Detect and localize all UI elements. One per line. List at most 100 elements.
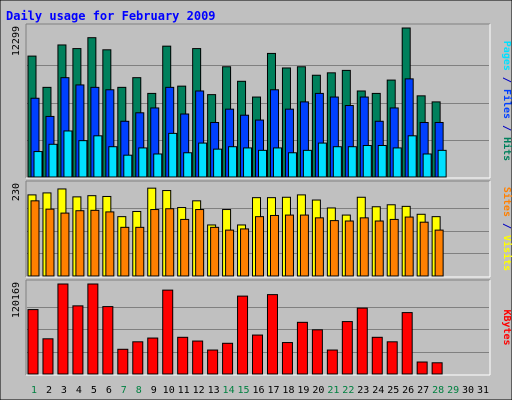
series-axis-label-part: / [501, 71, 512, 89]
bar-sites [135, 226, 145, 277]
panel-visits-sites: 230 Sites / Visits [11, 180, 512, 278]
bar-pages [243, 147, 253, 178]
bar-kbytes [431, 362, 443, 375]
series-axis-label: KBytes [501, 309, 512, 345]
x-tick-label: 1 [31, 385, 37, 396]
series-axis-label: Pages / Files / Hits [501, 41, 512, 161]
x-tick-label: 14 [223, 385, 235, 396]
bar-sites [344, 220, 354, 277]
bar-sites [374, 220, 384, 277]
x-tick-label: 27 [417, 385, 429, 396]
bar-sites [90, 209, 100, 277]
bar-kbytes [326, 349, 338, 375]
x-tick-label: 2 [46, 385, 52, 396]
bar-kbytes [42, 338, 54, 375]
bar-pages [138, 147, 148, 178]
bar-kbytes [147, 337, 159, 375]
series-axis-label-part: Sites [501, 187, 512, 217]
series-axis-label-part: / [501, 119, 512, 137]
bar-pages [108, 146, 118, 178]
bar-sites [314, 217, 324, 277]
bar-pages [362, 145, 372, 178]
bar-sites [45, 208, 55, 277]
x-tick-label: 16 [252, 385, 264, 396]
x-tick-label: 15 [238, 385, 250, 396]
series-axis-label-part: Visits [501, 235, 512, 271]
bar-sites [240, 228, 250, 277]
bar-kbytes [341, 321, 353, 375]
x-tick-label: 25 [387, 385, 399, 396]
bar-kbytes [266, 294, 278, 375]
bar-sites [255, 216, 265, 277]
bar-kbytes [296, 321, 308, 375]
bar-pages [302, 149, 312, 178]
x-tick-label: 17 [267, 385, 279, 396]
x-tick-label: 10 [163, 385, 175, 396]
bar-sites [60, 212, 70, 277]
bar-pages [347, 146, 357, 178]
bar-kbytes [252, 334, 264, 375]
bar-pages [78, 140, 88, 178]
bar-pages [437, 149, 447, 178]
series-kbytes [27, 283, 443, 375]
bar-pages [332, 146, 342, 178]
x-tick-label: 9 [151, 385, 157, 396]
x-tick-label: 11 [178, 385, 190, 396]
bar-sites [180, 218, 190, 277]
x-tick-label: 3 [61, 385, 67, 396]
x-tick-label: 28 [432, 385, 444, 396]
x-tick-label: 5 [91, 385, 97, 396]
bar-kbytes [356, 307, 368, 375]
bar-sites [434, 229, 444, 277]
bar-pages [317, 142, 327, 178]
y-max-label: 120169 [11, 282, 22, 318]
bar-sites [269, 214, 279, 277]
x-tick-label: 21 [327, 385, 339, 396]
series-sites [30, 200, 444, 277]
bar-pages [407, 135, 417, 178]
x-tick-label: 24 [372, 385, 384, 396]
x-tick-label: 18 [282, 385, 294, 396]
bar-sites [359, 217, 369, 277]
bar-sites [120, 226, 130, 277]
bar-pages [33, 151, 43, 178]
bar-kbytes [222, 342, 234, 375]
bar-pages [228, 146, 238, 178]
y-max-label: 230 [11, 183, 22, 201]
bar-pages [287, 152, 297, 178]
x-tick-label: 19 [297, 385, 309, 396]
bar-pages [198, 142, 208, 178]
x-tick-label: 22 [342, 385, 354, 396]
bar-sites [165, 208, 175, 277]
bar-pages [272, 147, 282, 178]
panel-kbytes: 120169 KBytes [11, 279, 512, 376]
x-tick-label: 23 [357, 385, 369, 396]
series-axis-label-part: Hits [501, 137, 512, 161]
bar-sites [225, 229, 235, 277]
bar-kbytes [102, 306, 114, 375]
chart-title: Daily usage for February 2009 [6, 9, 216, 23]
bar-kbytes [162, 289, 174, 375]
series-pages [33, 130, 447, 178]
bar-kbytes [237, 295, 249, 375]
series-axis-label-part: / [501, 217, 512, 235]
bar-pages [183, 152, 193, 178]
bar-sites [299, 214, 309, 277]
bar-sites [419, 221, 429, 277]
bar-sites [284, 214, 294, 277]
x-tick-label: 6 [106, 385, 112, 396]
bar-kbytes [57, 283, 69, 375]
series-axis-label-part: Files [501, 89, 512, 119]
bar-kbytes [371, 336, 383, 375]
bar-kbytes [132, 341, 144, 375]
bar-kbytes [311, 329, 323, 375]
bar-sites [404, 216, 414, 277]
bar-kbytes [401, 312, 413, 375]
bar-pages [153, 153, 163, 178]
x-tick-label: 7 [121, 385, 127, 396]
bar-sites [329, 220, 339, 277]
bar-pages [258, 149, 268, 178]
bar-pages [93, 135, 103, 178]
bar-kbytes [386, 341, 398, 375]
bar-pages [392, 147, 402, 178]
